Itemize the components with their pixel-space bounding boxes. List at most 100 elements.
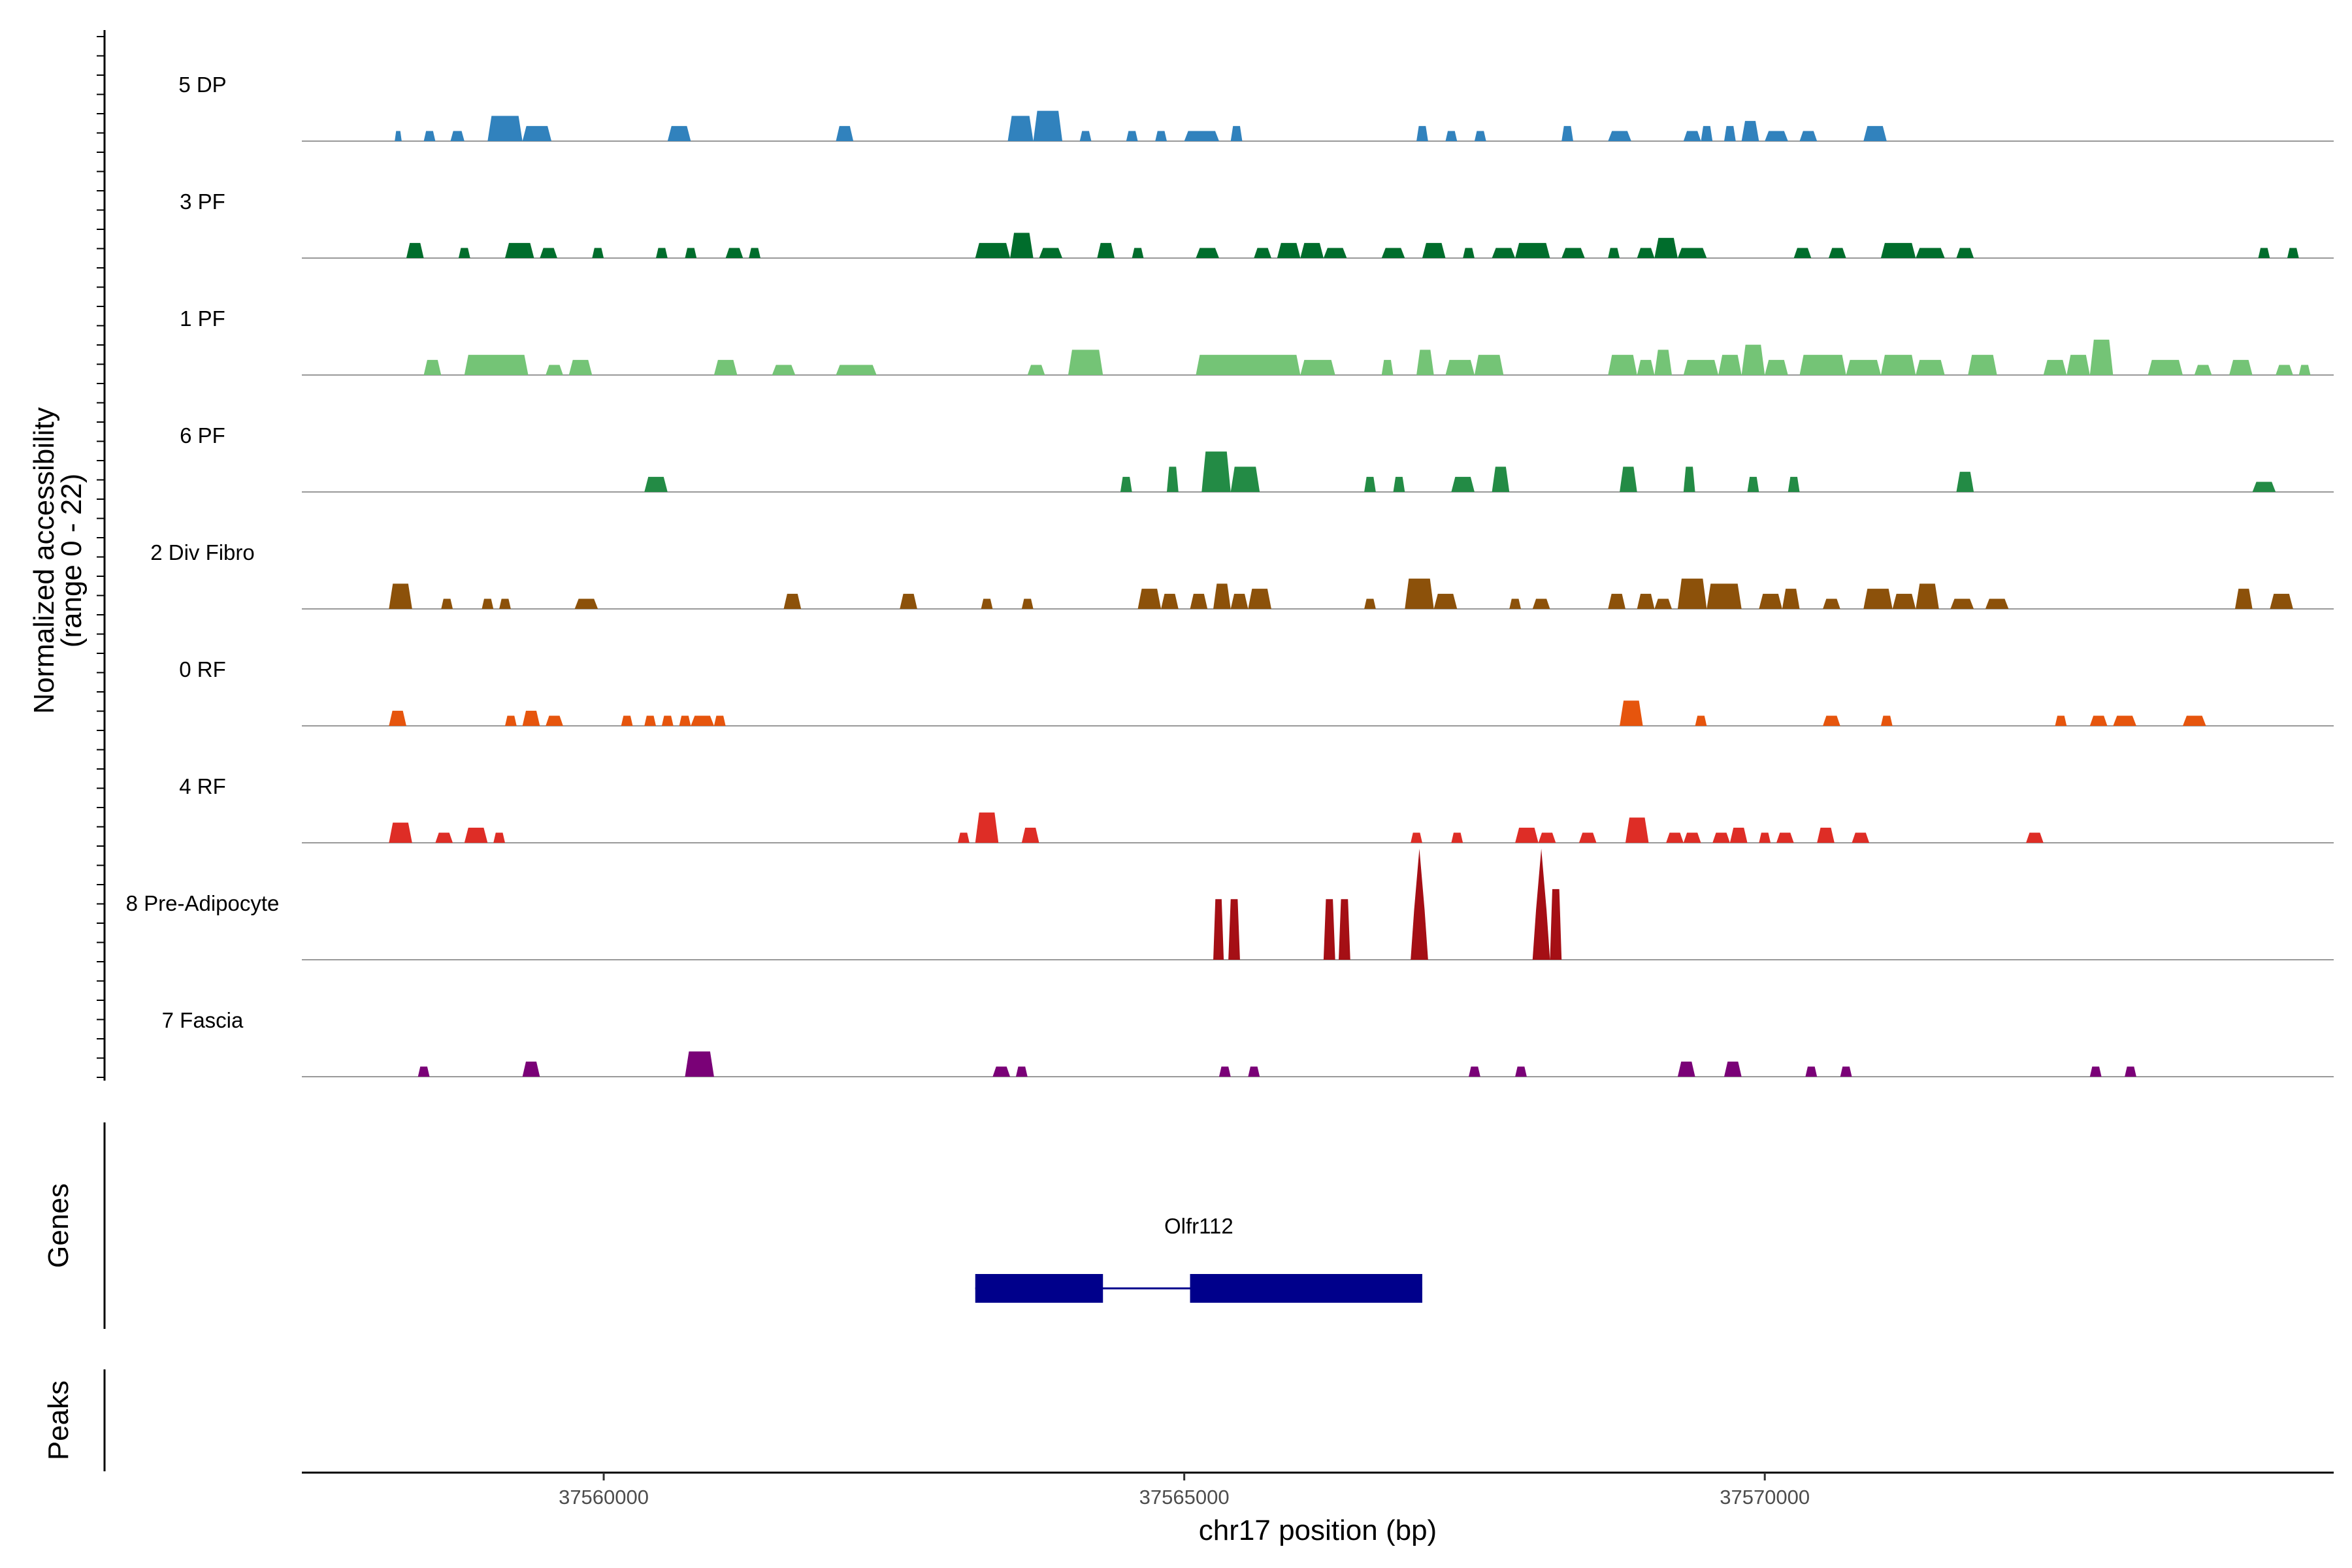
coverage-peak xyxy=(1068,350,1103,375)
gene-exon xyxy=(975,1274,1103,1303)
coverage-peak xyxy=(2287,248,2299,258)
coverage-peak xyxy=(1729,827,1748,843)
coverage-peak xyxy=(1683,131,1701,141)
coverage-peak xyxy=(1718,355,1742,375)
x-axis-ticks: 37560000 37565000 37570000 xyxy=(559,1473,1810,1509)
coverage-peak xyxy=(1724,1061,1742,1077)
coverage-peak xyxy=(1469,1066,1480,1077)
track-3-pf: 3 PF xyxy=(180,189,2334,259)
coverage-peak xyxy=(725,248,743,258)
coverage-peak xyxy=(1492,466,1510,492)
coverage-peak xyxy=(2252,482,2276,492)
coverage-peak xyxy=(1474,131,1486,141)
coverage-peak xyxy=(836,365,877,375)
coverage-peak xyxy=(644,476,668,492)
coverage-peak xyxy=(2026,832,2044,843)
coverage-peak xyxy=(1968,355,1997,375)
coverage-peak xyxy=(1683,359,1719,375)
coverage-peak xyxy=(1027,365,1045,375)
coverage-peak xyxy=(1712,832,1730,843)
coverage-peak xyxy=(1799,355,1846,375)
coverage-peak xyxy=(1213,899,1224,960)
coverage-peak xyxy=(1840,1066,1852,1077)
peaks-panel-title: Peaks xyxy=(42,1380,74,1460)
coverage-peak xyxy=(505,242,534,258)
coverage-peak xyxy=(574,598,598,609)
coverage-peak xyxy=(1532,849,1550,960)
coverage-peak xyxy=(975,242,1011,258)
coverage-peak xyxy=(493,832,505,843)
track-4-rf: 4 RF xyxy=(179,774,2334,843)
coverage-peak xyxy=(1828,248,1846,258)
coverage-peak xyxy=(644,715,657,726)
coverage-peak xyxy=(1422,242,1446,258)
coverage-peak xyxy=(685,248,697,258)
coverage-peak xyxy=(2113,715,2136,726)
coverage-peak xyxy=(522,1061,540,1077)
coverage-peak xyxy=(1213,583,1231,609)
coverage-peak xyxy=(1393,476,1405,492)
coverage-peak xyxy=(1776,832,1794,843)
coverage-peak xyxy=(1561,248,1585,258)
coverage-peak xyxy=(522,125,552,141)
coverage-peak xyxy=(1683,832,1701,843)
coverage-peak xyxy=(1416,350,1434,375)
coverage-peak xyxy=(1433,593,1458,609)
coverage-peak xyxy=(1509,598,1521,609)
coverage-peak xyxy=(981,598,993,609)
coverage-peak xyxy=(2148,359,2183,375)
coverage-peak xyxy=(1759,593,1782,609)
coverage-peak xyxy=(2194,365,2212,375)
coverage-peak xyxy=(2229,359,2253,375)
coverage-peak xyxy=(1846,359,1881,375)
y-axis-title: Normalized accessibility xyxy=(28,407,60,713)
coverage-peak xyxy=(1230,125,1243,141)
coverage-peak xyxy=(772,365,796,375)
coverage-peak xyxy=(1381,248,1405,258)
coverage-peak xyxy=(1515,827,1539,843)
coverage-peak xyxy=(900,593,917,609)
coverage-peak xyxy=(1880,715,1893,726)
coverage-peak xyxy=(1137,589,1162,609)
genes-panel-title: Genes xyxy=(42,1183,74,1268)
track-label: 1 PF xyxy=(180,306,225,331)
coverage-peak xyxy=(1683,466,1695,492)
coverage-peak xyxy=(1416,125,1428,141)
coverage-peak xyxy=(487,116,523,141)
coverage-peak xyxy=(1950,598,1974,609)
coverage-peak xyxy=(1956,248,1974,258)
coverage-peak xyxy=(1155,131,1167,141)
coverage-peak xyxy=(2276,365,2293,375)
coverage-peak xyxy=(1637,359,1655,375)
coverage-peak xyxy=(1608,248,1620,258)
coverage-peak xyxy=(482,598,494,609)
coverage-peak xyxy=(1916,583,1939,609)
coverage-peak xyxy=(836,125,854,141)
coverage-y-ticks xyxy=(97,36,105,1078)
coverage-peak xyxy=(1254,248,1271,258)
coverage-peak xyxy=(1474,355,1504,375)
coverage-peak xyxy=(441,598,453,609)
coverage-peak xyxy=(975,812,999,843)
coverage-peak xyxy=(1364,476,1376,492)
gene-exon xyxy=(1190,1274,1422,1303)
coverage-peak xyxy=(1445,359,1475,375)
coverage-peak xyxy=(1985,598,2009,609)
coverage-peak xyxy=(2125,1066,2136,1077)
coverage-peak xyxy=(540,248,557,258)
track-label: 6 PF xyxy=(180,423,225,448)
coverage-peak xyxy=(522,710,540,726)
coverage-peak xyxy=(1805,1066,1818,1077)
coverage-peak xyxy=(1277,242,1301,258)
coverage-peak xyxy=(685,1051,714,1077)
coverage-peak xyxy=(1097,242,1115,258)
coverage-peak xyxy=(1248,1066,1260,1077)
coverage-peak xyxy=(1132,248,1144,258)
coverage-peak xyxy=(1230,593,1249,609)
coverage-peak xyxy=(1532,598,1550,609)
coverage-peak xyxy=(1747,476,1759,492)
coverage-peak xyxy=(1608,355,1637,375)
coverage-peak xyxy=(1451,476,1475,492)
coverage-peak xyxy=(1880,355,1916,375)
track-label: 3 PF xyxy=(180,189,225,214)
